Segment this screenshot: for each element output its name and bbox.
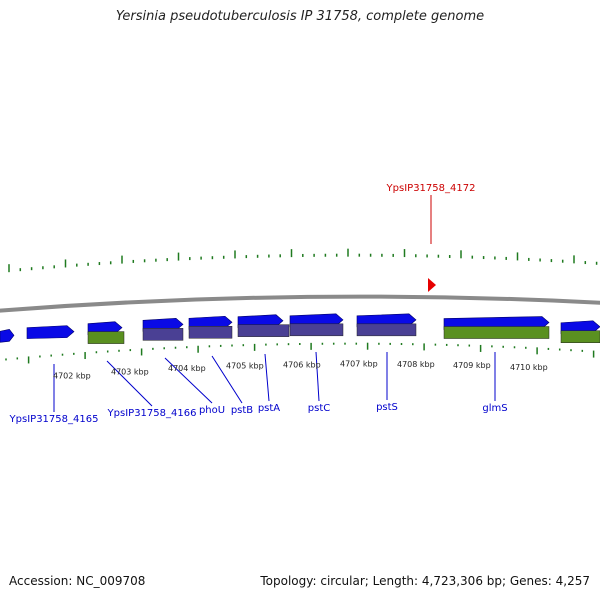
gene-track [0,313,600,344]
gene-arrow [26,325,75,339]
scale-label: 4709 kbp [453,361,491,370]
label-leader-line [164,357,213,404]
gene-label[interactable]: YpsIP31758_4166 [107,408,197,419]
accession-text: Accession: NC_009708 [9,574,146,588]
gene-block [142,328,184,341]
scale-label: 4707 kbp [340,360,378,369]
gene-label[interactable]: pstS [376,402,398,413]
gene-block [87,331,125,344]
gene-block [443,326,550,339]
gene-block [237,324,290,337]
label-leader-line [315,351,320,402]
genome-backbone [0,294,600,313]
scale-label: 4705 kbp [226,362,264,371]
gene-block [188,326,233,339]
gene-labels: 4702 kbp 4703 kbp 4704 kbp 4705 kbp 4706 kbp… [9,360,548,425]
highlight-gene-label[interactable]: YpsIP31758_4172 [386,183,476,194]
gene-label[interactable]: pstA [258,403,280,414]
gene-block [356,323,417,337]
scale-label: 4706 kbp [283,360,321,369]
scale-label: 4703 kbp [111,367,149,376]
inner-tick-marks [5,342,595,364]
gene-arrow [0,329,15,343]
scale-label: 4708 kbp [397,360,435,369]
gene-label[interactable]: phoU [199,405,225,416]
scale-label: 4710 kbp [510,363,548,372]
label-leader-lines [53,351,496,412]
gene-block [289,323,344,337]
genome-summary-text: Topology: circular; Length: 4,723,306 bp… [260,574,590,588]
gene-label[interactable]: pstB [231,405,253,416]
label-leader-line [106,360,153,407]
scale-label: 4704 kbp [168,364,206,373]
label-leader-line [264,353,270,402]
gene-label[interactable]: glmS [482,403,507,414]
page-title: Yersinia pseudotuberculosis IP 31758, co… [115,9,485,24]
label-leader-line [211,355,243,404]
outer-tick-marks [8,248,598,273]
scale-label: 4702 kbp [53,371,91,380]
gene-label[interactable]: YpsIP31758_4165 [9,414,99,425]
gene-block [560,330,600,344]
position-marker-icon[interactable] [428,278,436,292]
gene-label[interactable]: pstC [308,403,330,414]
